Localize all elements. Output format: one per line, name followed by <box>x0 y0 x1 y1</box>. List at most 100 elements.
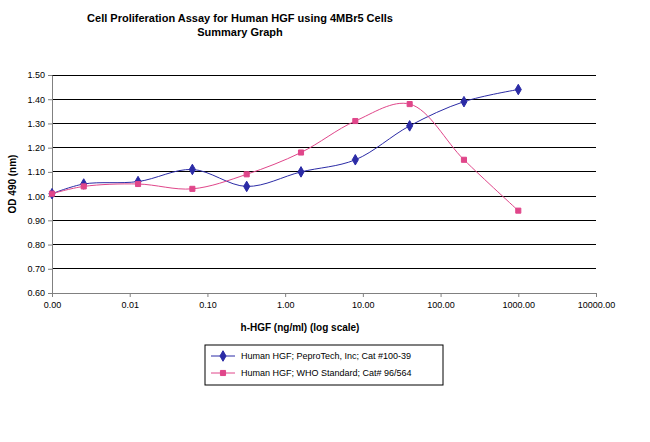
x-tick: 0.10 <box>199 293 217 310</box>
series-marker <box>81 184 86 189</box>
y-tick: 1.50 <box>27 70 52 80</box>
y-tick: 1.20 <box>27 143 52 153</box>
series-marker <box>407 102 412 107</box>
x-tick-mark <box>518 293 519 297</box>
chart-title: Cell Proliferation Assay for Human HGF u… <box>87 12 393 24</box>
x-tick: 100.00 <box>427 293 455 310</box>
series-marker <box>298 150 303 155</box>
y-tick-label: 1.50 <box>27 70 45 80</box>
series-marker <box>189 164 195 175</box>
x-tick-label: 1000.00 <box>503 300 536 310</box>
legend-swatch-marker <box>220 370 225 375</box>
y-axis: 0.60 0.70 0.80 0.90 1.00 1.10 1.20 1.30 1.40 1.50 <box>27 70 52 298</box>
grid-line <box>52 75 596 76</box>
y-tick: 1.30 <box>27 119 52 129</box>
x-tick-label: 10000.00 <box>578 300 616 310</box>
series-marker <box>461 96 467 107</box>
grid-line <box>52 196 596 197</box>
x-tick-mark <box>596 293 597 297</box>
x-tick-label: 0.10 <box>199 300 217 310</box>
y-axis-title: OD 490 (nm) <box>7 155 18 214</box>
x-tick: 10000.00 <box>578 293 616 310</box>
series-marker <box>407 121 413 132</box>
y-tick: 0.90 <box>27 216 52 226</box>
y-tick-mark <box>48 172 52 173</box>
y-tick-mark <box>48 75 52 76</box>
series-marker <box>516 208 521 213</box>
x-tick-mark <box>130 293 131 297</box>
series-marker <box>352 155 358 166</box>
y-tick: 0.60 <box>27 288 52 298</box>
x-tick: 10.00 <box>352 293 375 310</box>
series-marker <box>461 157 466 162</box>
series-marker <box>353 118 358 123</box>
y-tick-mark <box>48 293 52 294</box>
x-axis-title: h-HGF (ng/ml) (log scale) <box>241 322 360 333</box>
series-marker <box>244 172 249 177</box>
y-tick-mark <box>48 99 52 100</box>
series-marker <box>81 179 87 190</box>
legend-label: Human HGF; WHO Standard; Cat# 96/564 <box>241 368 412 378</box>
x-tick: 0.00 <box>44 293 62 310</box>
x-tick-mark <box>52 293 53 297</box>
grid <box>52 75 596 293</box>
grid-line <box>52 147 596 148</box>
x-tick: 0.01 <box>121 293 139 310</box>
legend-swatch-marker <box>220 351 226 362</box>
x-tick-label: 0.01 <box>121 300 139 310</box>
x-tick-mark <box>285 293 286 297</box>
y-tick-label: 1.10 <box>27 167 45 177</box>
chart: 0.00 0.01 0.10 1.00 10.00 100.00 1000.00 10000.… <box>0 0 650 442</box>
series-marker <box>49 191 54 196</box>
series-marker <box>244 181 250 192</box>
x-tick-label: 10.00 <box>352 300 375 310</box>
grid-line <box>52 293 596 294</box>
y-tick-mark <box>48 123 52 124</box>
series-marker <box>190 186 195 191</box>
y-axis-line <box>52 76 53 294</box>
grid-line <box>52 171 596 172</box>
x-tick-mark <box>441 293 442 297</box>
x-tick: 1.00 <box>277 293 295 310</box>
y-tick: 1.00 <box>27 191 52 201</box>
grid-line <box>52 268 596 269</box>
y-tick-mark <box>48 220 52 221</box>
plot-area <box>49 84 521 213</box>
series-line <box>52 103 518 210</box>
y-tick-label: 0.60 <box>27 288 45 298</box>
chart-subtitle: Summary Graph <box>197 26 283 38</box>
x-axis-line <box>53 293 597 294</box>
x-tick-mark <box>363 293 364 297</box>
y-tick-label: 1.00 <box>27 191 45 201</box>
y-tick-label: 1.40 <box>27 95 45 105</box>
y-tick-mark <box>48 148 52 149</box>
x-axis: 0.00 0.01 0.10 1.00 10.00 100.00 1000.00 10000.… <box>44 293 616 310</box>
grid-line <box>52 123 596 124</box>
legend-label: Human HGF; PeproTech, Inc; Cat #100-39 <box>241 351 411 361</box>
y-tick-label: 0.80 <box>27 240 45 250</box>
x-tick-mark <box>207 293 208 297</box>
x-tick: 1000.00 <box>503 293 536 310</box>
y-tick-mark <box>48 269 52 270</box>
y-tick-label: 0.70 <box>27 264 45 274</box>
grid-line <box>52 220 596 221</box>
series-marker <box>298 167 304 178</box>
grid-line <box>52 244 596 245</box>
series-marker <box>515 84 521 95</box>
y-tick-label: 1.30 <box>27 119 45 129</box>
y-tick: 1.40 <box>27 95 52 105</box>
series-marker <box>135 176 141 187</box>
y-tick: 0.80 <box>27 240 52 250</box>
y-tick-label: 1.20 <box>27 143 45 153</box>
legend-box <box>205 345 443 385</box>
y-tick: 0.70 <box>27 264 52 274</box>
y-tick: 1.10 <box>27 167 52 177</box>
series-marker <box>49 188 55 199</box>
y-tick-mark <box>48 245 52 246</box>
x-tick-label: 1.00 <box>277 300 295 310</box>
series-marker <box>135 181 140 186</box>
y-tick-label: 0.90 <box>27 216 45 226</box>
x-tick-label: 100.00 <box>427 300 455 310</box>
x-tick-label: 0.00 <box>44 300 62 310</box>
grid-line <box>52 99 596 100</box>
